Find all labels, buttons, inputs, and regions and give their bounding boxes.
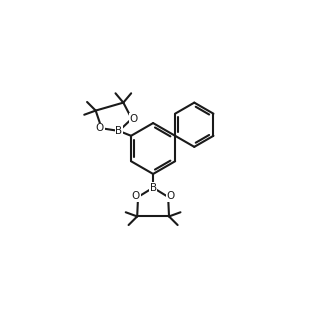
Text: O: O — [166, 191, 174, 201]
Text: B: B — [115, 126, 123, 136]
Text: O: O — [132, 191, 140, 201]
Text: B: B — [149, 183, 157, 193]
Text: O: O — [96, 123, 104, 133]
Text: O: O — [129, 114, 138, 124]
